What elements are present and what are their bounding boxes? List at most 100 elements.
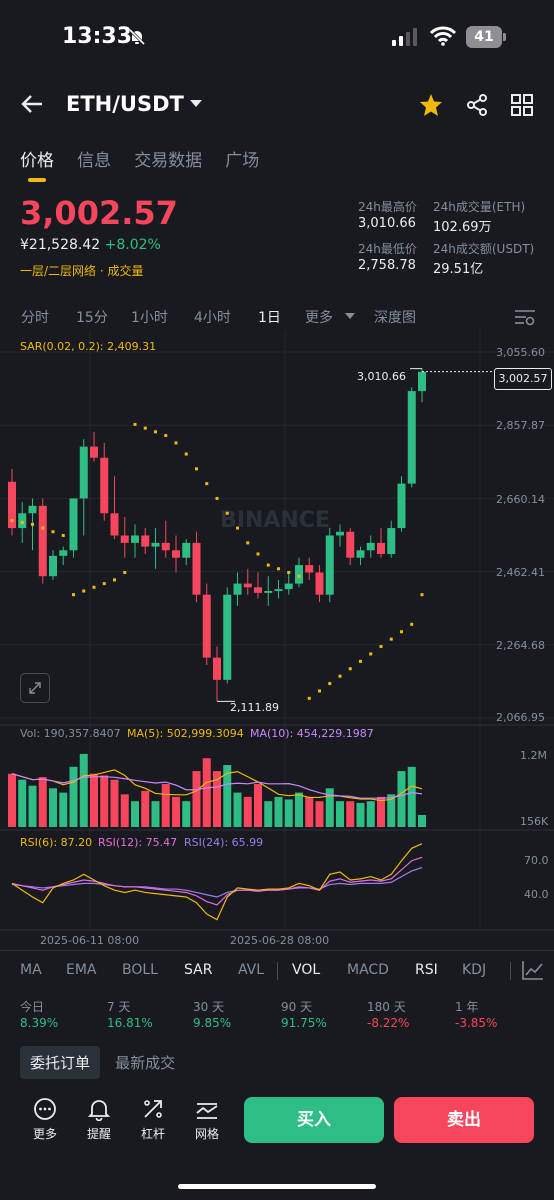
volume-bar — [223, 765, 232, 827]
ind-vol[interactable]: VOL — [292, 962, 321, 978]
ind-ma[interactable]: MA — [20, 962, 42, 978]
candle-body — [325, 535, 334, 595]
price-tick-1: 3,055.60 — [496, 346, 545, 359]
leverage-button[interactable]: 杠杆 — [131, 1097, 175, 1142]
interval-more[interactable]: 更多 — [305, 310, 333, 326]
tab-info[interactable]: 信息 — [77, 151, 112, 171]
candle-body — [38, 505, 47, 577]
ind-avl[interactable]: AVL — [238, 962, 265, 978]
pair-title[interactable]: ETH/USDT — [66, 92, 184, 116]
sar-dot — [297, 574, 301, 578]
rsi24-line — [11, 866, 423, 898]
grid-button[interactable]: 网格 — [185, 1097, 229, 1142]
candle-body — [397, 483, 406, 529]
more-caret-icon[interactable] — [345, 313, 355, 320]
volume-bar — [264, 801, 273, 827]
ind-kdj[interactable]: KDJ — [462, 962, 487, 978]
interval-15m[interactable]: 15分 — [76, 310, 108, 326]
caret-down-icon[interactable] — [189, 99, 203, 109]
back-arrow-icon[interactable] — [20, 94, 44, 114]
volume-bar — [325, 788, 334, 827]
sar-dot — [338, 674, 342, 678]
tab-square[interactable]: 广场 — [225, 151, 260, 171]
candle-body — [69, 498, 78, 551]
interval-1h[interactable]: 1小时 — [131, 310, 168, 326]
chart-settings-icon[interactable] — [514, 307, 536, 327]
volume-bar — [151, 801, 160, 827]
ind-rsi[interactable]: RSI — [415, 962, 438, 978]
candle-body — [284, 583, 293, 590]
stat-vol-eth-label: 24h成交量(ETH) — [433, 200, 526, 214]
alert-button[interactable]: 提醒 — [77, 1097, 121, 1142]
ind-boll[interactable]: BOLL — [122, 962, 158, 978]
stat-high-label: 24h最高价 — [358, 200, 417, 214]
volume-bar — [366, 801, 375, 827]
perf-value-1y: -3.85% — [455, 1016, 498, 1030]
tab-trading-data[interactable]: 交易数据 — [134, 151, 203, 171]
interval-depth[interactable]: 深度图 — [374, 310, 416, 326]
ma10-line — [11, 773, 423, 799]
vol-tick-high: 1.2M — [520, 749, 547, 762]
candle-body — [131, 535, 139, 543]
volume-bar — [28, 785, 37, 827]
sar-dot — [328, 682, 332, 686]
candle-body — [79, 446, 88, 499]
stat-low: 2,758.78 — [358, 258, 416, 273]
stat-low-label: 24h最低价 — [358, 242, 417, 256]
sar-dot — [72, 593, 75, 597]
volume-bar — [295, 792, 303, 827]
candle-body — [213, 657, 221, 680]
low-marker-label: 2,111.89 — [230, 701, 279, 714]
ind-macd[interactable]: MACD — [347, 962, 389, 978]
interval-line[interactable]: 分时 — [21, 310, 49, 326]
more-button[interactable]: 更多 — [23, 1097, 67, 1142]
interval-4h[interactable]: 4小时 — [194, 310, 231, 326]
candle-body — [202, 594, 211, 658]
indicator-settings-icon[interactable] — [522, 960, 544, 980]
tab-open-orders[interactable]: 委托订单 — [20, 1046, 101, 1079]
perf-value-30d: 9.85% — [193, 1016, 232, 1030]
interval-1d[interactable]: 1日 — [258, 310, 281, 326]
perf-value-today: 8.39% — [20, 1016, 59, 1030]
candle-body — [264, 591, 273, 593]
more-dots-icon — [34, 1098, 56, 1120]
volume-bar — [38, 777, 47, 827]
volume-bar — [356, 802, 365, 827]
grid-menu-icon[interactable] — [510, 93, 534, 117]
candle-body — [59, 550, 68, 556]
ind-sar[interactable]: SAR — [184, 962, 213, 978]
fullscreen-button[interactable] — [20, 673, 50, 703]
candle-body — [8, 481, 16, 529]
tab-latest-trades[interactable]: 最新成交 — [115, 1054, 176, 1072]
sar-dot — [205, 482, 209, 486]
rsi12-label: RSI(12): 75.47 — [98, 836, 178, 849]
volume-bar — [377, 796, 385, 827]
vol-tick-low: 156K — [520, 815, 549, 828]
sar-dot — [348, 667, 352, 671]
candle-body — [346, 531, 355, 558]
expand-icon — [29, 682, 41, 694]
candle-body — [28, 505, 37, 514]
favorite-star-icon[interactable] — [419, 93, 443, 117]
sell-button[interactable]: 卖出 — [394, 1097, 534, 1143]
volume-bar — [141, 790, 150, 827]
tab-price[interactable]: 价格 — [20, 151, 54, 171]
perf-label-1y: 1 年 — [455, 1000, 479, 1014]
perf-label-90d: 90 天 — [281, 1000, 313, 1014]
category-tags[interactable]: 一层/二层网络 · 成交量 — [20, 264, 144, 278]
perf-label-180d: 180 天 — [367, 1000, 406, 1014]
candle-body — [223, 594, 232, 680]
volume-bar — [243, 796, 252, 827]
sar-dot — [184, 452, 188, 456]
buy-button[interactable]: 买入 — [244, 1097, 384, 1143]
volume-bar — [274, 796, 283, 827]
volume-bar — [284, 799, 293, 827]
candle-body — [274, 589, 283, 592]
price-chart[interactable]: BINANCE — [0, 330, 554, 952]
volume-bar — [8, 773, 16, 827]
price-cny: ¥21,528.42 +8.02% — [20, 237, 161, 253]
volume-bar — [69, 766, 78, 827]
sar-dot — [41, 526, 45, 530]
ind-ema[interactable]: EMA — [66, 962, 97, 978]
share-icon[interactable] — [465, 93, 489, 117]
